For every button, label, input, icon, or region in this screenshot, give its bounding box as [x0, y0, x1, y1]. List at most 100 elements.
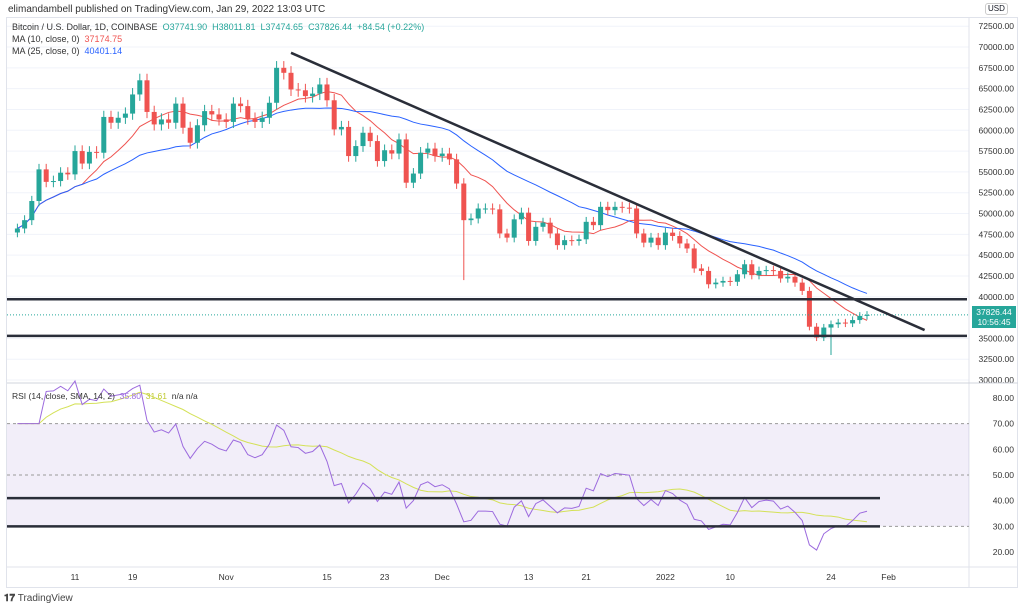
- candle-body: [65, 172, 71, 175]
- bar-countdown: 10:56:45: [977, 317, 1011, 327]
- ma10-value: 37174.75: [84, 34, 123, 44]
- candle-body: [187, 127, 193, 143]
- ma25-label: MA (25, close, 0): [12, 46, 80, 56]
- candle-body: [526, 212, 532, 241]
- price-tick-label: 40000.00: [979, 292, 1015, 302]
- candle-body: [346, 126, 352, 157]
- candle-body: [504, 233, 510, 238]
- candle-body: [439, 153, 445, 157]
- last-price-tag: 37826.44 10:56:45: [972, 306, 1016, 328]
- candle-body: [266, 102, 272, 118]
- time-tick-label: 10: [725, 572, 735, 582]
- candle-body: [547, 222, 553, 234]
- candle-body: [209, 111, 215, 115]
- price-tick-label: 62500.00: [979, 104, 1015, 114]
- price-tick-label: 60000.00: [979, 125, 1015, 135]
- symbol-title: Bitcoin / U.S. Dollar, 1D, COINBASE: [12, 22, 158, 32]
- rsi-tick-label: 40.00: [993, 496, 1015, 506]
- rsi-sma-value: 31.61: [145, 391, 168, 401]
- candle-body: [518, 212, 524, 220]
- candle-body: [706, 270, 712, 285]
- price-tick-label: 32500.00: [979, 354, 1015, 364]
- candle-body: [655, 237, 661, 246]
- rsi-tick-label: 70.00: [993, 419, 1015, 429]
- candle-body: [180, 103, 186, 128]
- price-tick-label: 30000.00: [979, 375, 1015, 385]
- candle-body: [770, 270, 776, 272]
- candle-body: [497, 209, 503, 234]
- candle-body: [137, 80, 143, 95]
- candle-body: [418, 152, 424, 174]
- candle-body: [202, 111, 208, 126]
- candle-body: [749, 264, 755, 276]
- candle-body: [115, 117, 121, 123]
- rsi-na: n/a n/a: [171, 391, 198, 401]
- price-tick-label: 65000.00: [979, 84, 1015, 94]
- price-tick-label: 57500.00: [979, 146, 1015, 156]
- candle-body: [634, 208, 640, 234]
- time-tick-label: 24: [826, 572, 836, 582]
- ma25-legend[interactable]: MA (25, close, 0) 40401.14: [12, 46, 122, 56]
- rsi-value: 35.80: [119, 391, 141, 401]
- candle-body: [850, 320, 856, 324]
- tradingview-logo[interactable]: 𝟏𝟕 TradingView: [4, 593, 73, 604]
- tv-logo-icon: 𝟏𝟕: [4, 593, 16, 604]
- candle-body: [94, 151, 100, 153]
- candle-body: [425, 148, 431, 153]
- descending-trendline[interactable]: [290, 51, 926, 332]
- candle-body: [662, 232, 668, 246]
- candle-body: [194, 125, 200, 143]
- candle-body: [461, 183, 467, 221]
- candle-body: [410, 173, 416, 183]
- time-tick-label: 23: [380, 572, 390, 582]
- candle-body: [598, 206, 604, 226]
- candle-body: [43, 169, 49, 182]
- candle-body: [490, 208, 496, 210]
- candle-body: [108, 116, 114, 123]
- candle-body: [331, 100, 337, 130]
- ohlc-close: C37826.44: [308, 22, 353, 32]
- logo-text: TradingView: [17, 593, 73, 604]
- candle-body: [432, 148, 438, 157]
- candle-body: [742, 264, 748, 275]
- candle-body: [338, 126, 344, 130]
- candle-body: [158, 119, 164, 125]
- candle-body: [727, 280, 733, 282]
- candle-body: [734, 274, 740, 282]
- candle-body: [29, 201, 35, 221]
- candle-body: [468, 218, 474, 221]
- candle-body: [274, 67, 280, 103]
- candle-body: [670, 232, 676, 236]
- candle-body: [382, 150, 388, 162]
- candle-body: [619, 206, 625, 208]
- candle-body: [252, 118, 258, 122]
- candle-body: [626, 207, 632, 209]
- ohlc-open: O37741.90: [162, 22, 208, 32]
- candle-body: [259, 117, 265, 122]
- price-tick-label: 50000.00: [979, 209, 1015, 219]
- candle-body: [79, 151, 85, 164]
- candle-body: [605, 206, 611, 211]
- candle-body: [238, 103, 244, 107]
- candle-body: [554, 233, 560, 246]
- candle-body: [792, 276, 798, 283]
- candle-body: [72, 151, 78, 175]
- rsi-label: RSI (14, close, SMA, 14, 2): [12, 391, 115, 401]
- candle-body: [144, 80, 150, 112]
- rsi-tick-label: 50.00: [993, 470, 1015, 480]
- candle-body: [590, 221, 596, 226]
- candle-body: [281, 67, 287, 73]
- candle-body: [562, 240, 568, 246]
- rsi-legend[interactable]: RSI (14, close, SMA, 14, 2) 35.80 31.61 …: [12, 391, 198, 401]
- candle-body: [698, 268, 704, 271]
- candle-body: [720, 280, 726, 283]
- chart-frame[interactable]: [6, 17, 1018, 588]
- candle-body: [245, 106, 251, 119]
- candle-body: [576, 239, 582, 241]
- candle-body: [691, 248, 697, 269]
- rsi-tick-label: 20.00: [993, 547, 1015, 557]
- candle-body: [641, 233, 647, 243]
- currency-badge[interactable]: USD: [985, 3, 1008, 15]
- ma10-legend[interactable]: MA (10, close, 0) 37174.75: [12, 34, 122, 44]
